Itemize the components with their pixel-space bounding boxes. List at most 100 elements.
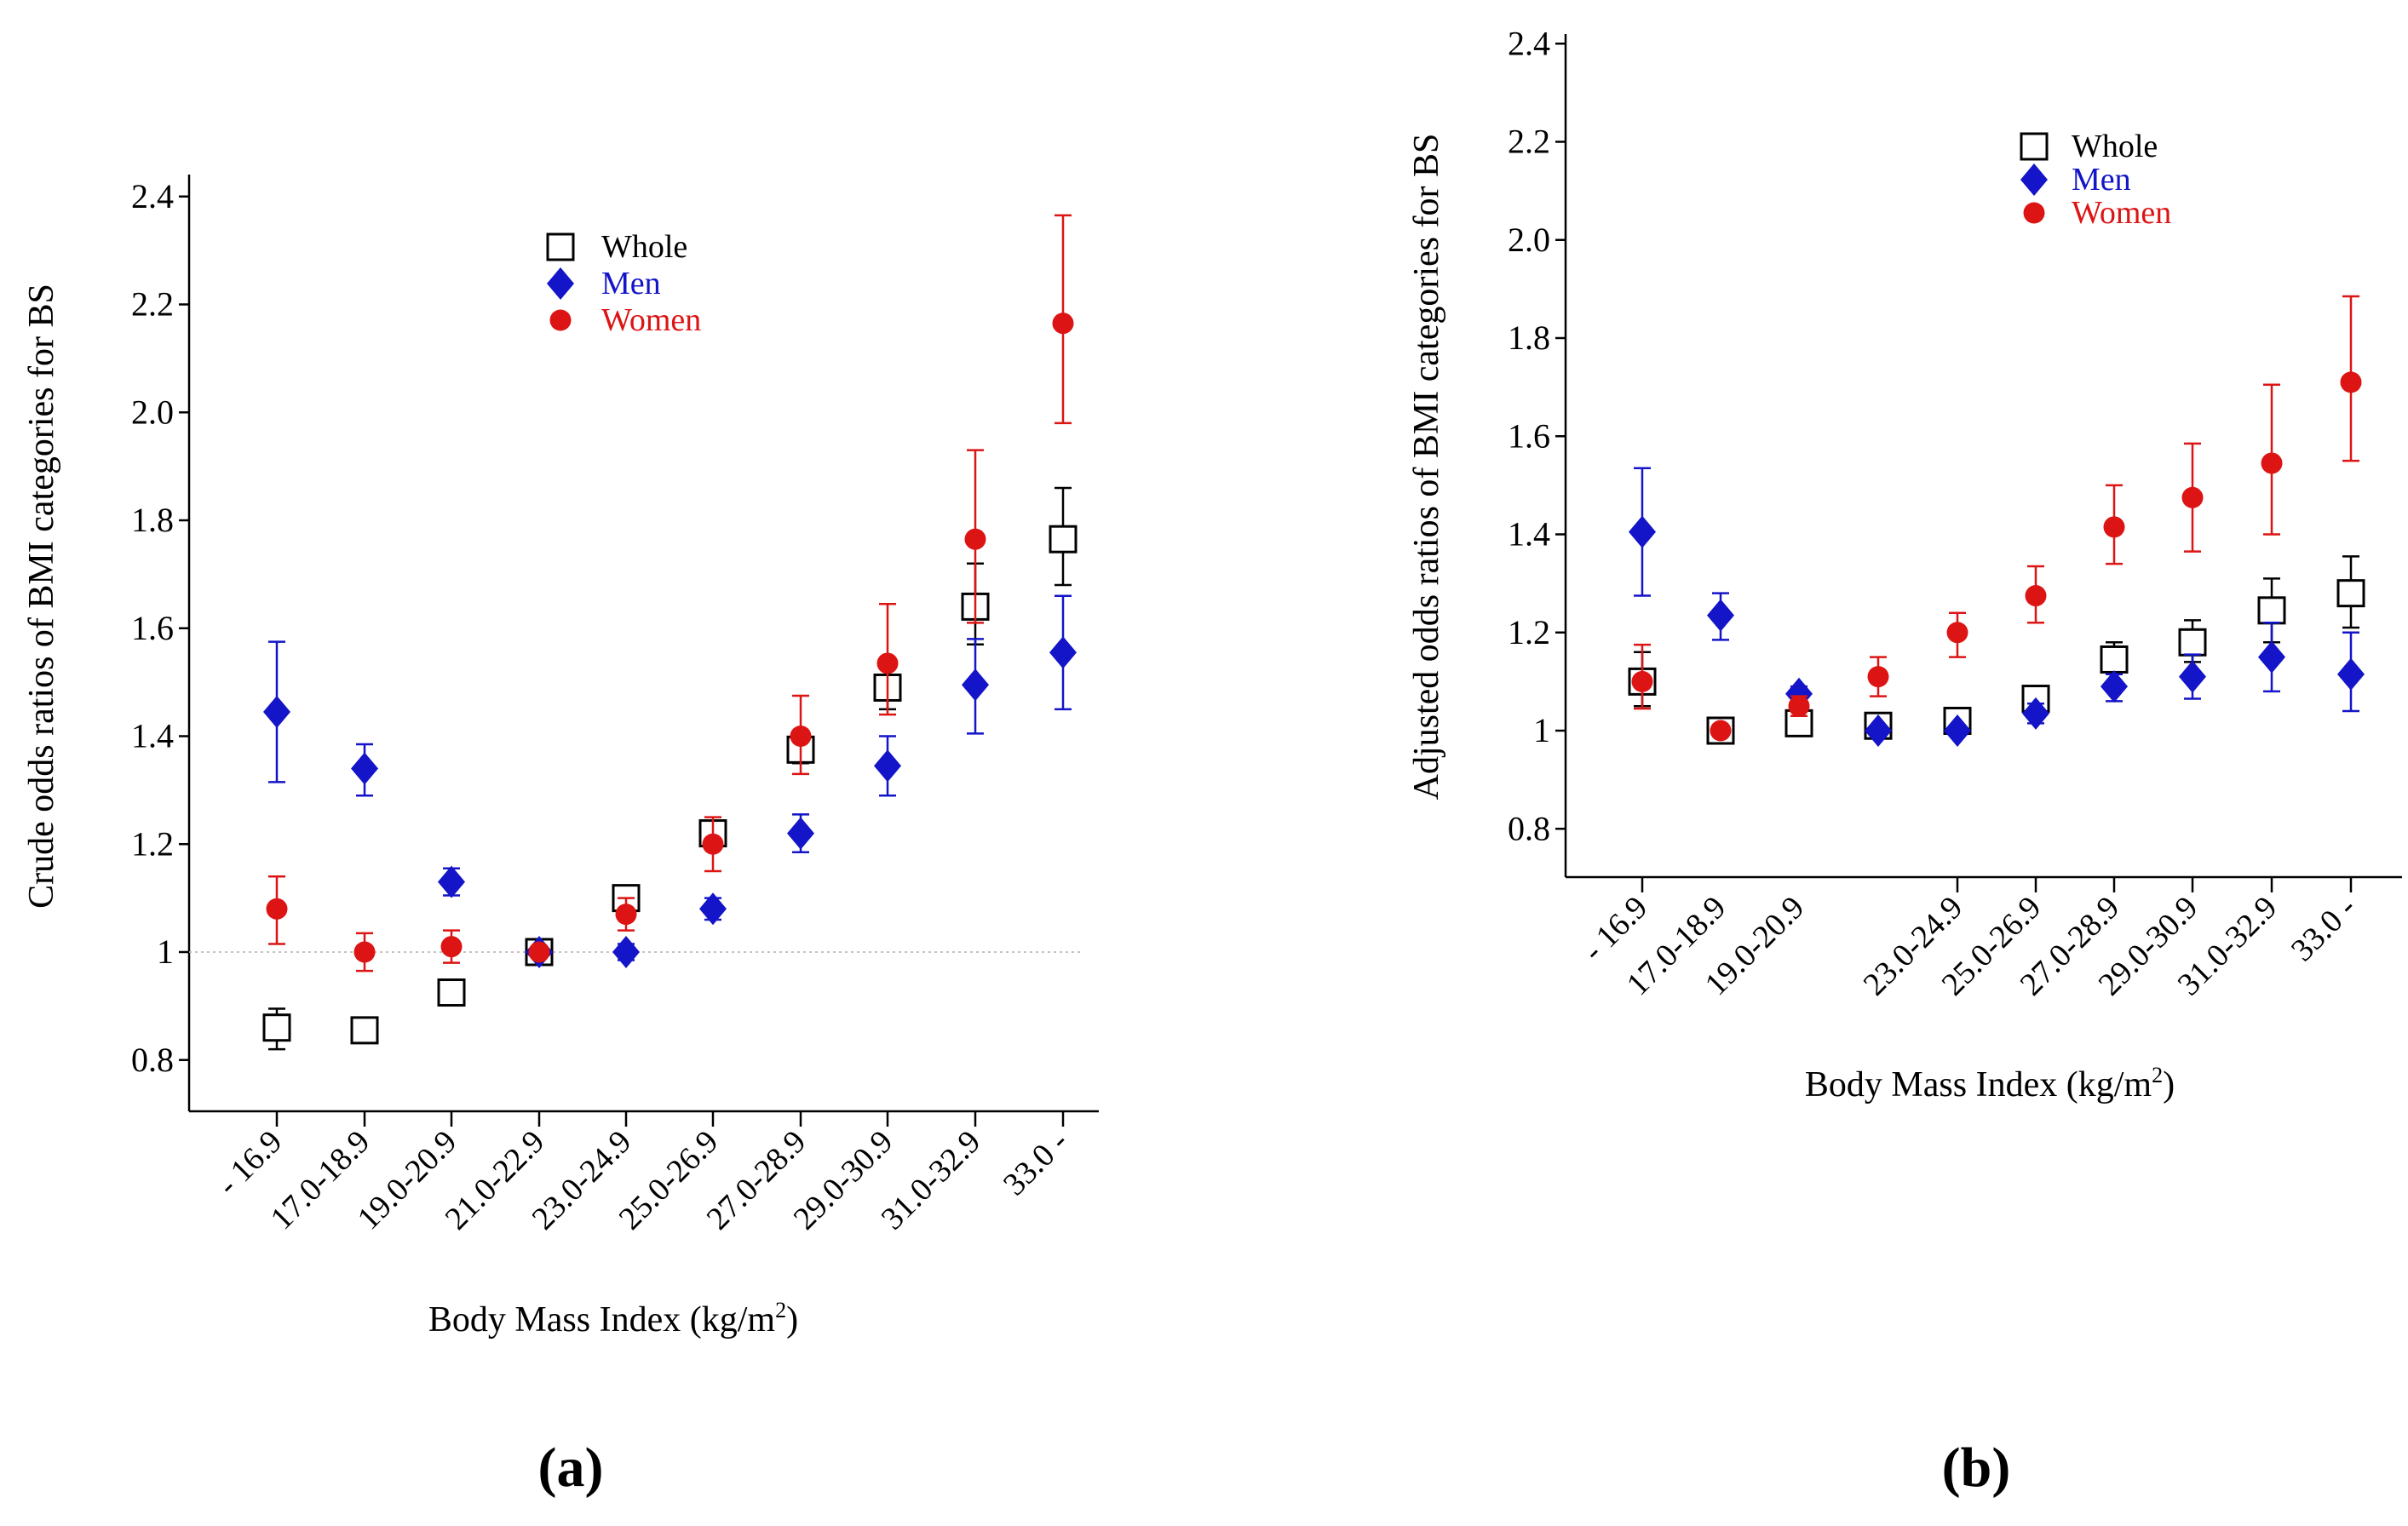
legend-marker-whole: [546, 232, 575, 261]
data-point-men: [612, 936, 640, 968]
data-point-women: [790, 726, 812, 747]
y-tick-label: 1.4: [1508, 515, 1550, 554]
series-men: [263, 594, 1077, 968]
data-point-women: [528, 941, 550, 963]
data-point-men: [351, 752, 378, 785]
y-tick-label: 2.0: [1508, 221, 1550, 259]
data-point-men: [787, 817, 814, 850]
data-point-men: [2337, 657, 2365, 691]
panel-b-chart: 0.811.21.41.61.82.02.22.4- 16.917.0-18.9…: [1407, 24, 2402, 1499]
data-point-whole: [2336, 579, 2365, 608]
series-whole: [262, 486, 1078, 1051]
y-tick-label: 1.8: [1508, 318, 1550, 357]
data-point-whole: [437, 978, 466, 1007]
data-point-men: [1629, 515, 1656, 548]
y-tick-label: 0.8: [131, 1041, 174, 1079]
y-tick-label: 1.2: [1508, 613, 1550, 651]
data-point-women: [876, 652, 899, 674]
y-tick-label: 1.8: [131, 501, 174, 539]
data-point-whole: [2257, 596, 2286, 625]
y-tick-label: 2.4: [131, 177, 174, 215]
y-tick-label: 1.6: [131, 609, 174, 647]
y-tick-label: 2.2: [131, 285, 174, 324]
data-point-women: [1946, 622, 1968, 644]
data-point-women: [1788, 695, 1810, 717]
data-point-women: [353, 941, 376, 963]
legend-marker-women: [2023, 202, 2045, 224]
data-point-whole: [262, 1013, 291, 1042]
data-point-men: [263, 695, 290, 728]
x-tick-label: 33.0 -: [997, 1124, 1075, 1202]
data-point-women: [1867, 666, 1889, 688]
x-tick-label: - 16.9: [210, 1124, 289, 1202]
data-point-men: [2179, 660, 2206, 693]
series-women: [1631, 295, 2362, 742]
data-point-women: [2025, 585, 2047, 607]
x-axis-label: Body Mass Index (kg/m2): [1805, 1063, 2175, 1104]
data-point-women: [2181, 486, 2204, 508]
data-point-women: [2261, 452, 2283, 474]
data-point-men: [1049, 636, 1077, 669]
y-axis-label: Crude odds ratios of BMI categories for …: [22, 284, 61, 909]
panel-label: (a): [538, 1437, 604, 1499]
x-axis-label: Body Mass Index (kg/m2): [428, 1298, 798, 1340]
y-tick-label: 2.2: [1508, 123, 1550, 161]
y-tick-label: 1: [1533, 711, 1550, 749]
series-whole: [1628, 555, 2365, 745]
y-axis-label: Adjusted odds ratios of BMI categories f…: [1407, 134, 1446, 800]
x-axis-label-main: Body Mass Index (kg/m: [1805, 1065, 2152, 1104]
data-point-women: [266, 898, 288, 920]
data-point-whole: [1049, 525, 1078, 554]
y-tick-label: 1: [157, 932, 174, 971]
data-point-men: [874, 749, 901, 783]
panel-a-chart: 0.811.21.41.61.82.02.22.4- 16.917.0-18.9…: [22, 175, 1099, 1499]
panel-label: (b): [1942, 1437, 2011, 1499]
data-point-women: [1631, 670, 1653, 692]
x-axis-label-close: ): [786, 1300, 798, 1340]
data-point-women: [615, 904, 637, 926]
x-tick-label: 33.0 -: [2284, 890, 2363, 968]
y-tick-label: 1.4: [131, 717, 174, 755]
legend-marker-men: [2020, 164, 2048, 196]
data-point-women: [964, 528, 986, 550]
x-axis-label-main: Body Mass Index (kg/m: [428, 1300, 775, 1340]
y-tick-label: 1.2: [131, 824, 174, 863]
y-tick-label: 0.8: [1508, 809, 1550, 847]
data-point-men: [699, 892, 727, 926]
legend-label-whole: Whole: [2072, 129, 2158, 164]
data-point-men: [2022, 697, 2049, 730]
data-point-whole: [350, 1016, 379, 1045]
series-women: [266, 214, 1074, 972]
data-point-men: [438, 865, 465, 898]
data-point-men: [2101, 670, 2128, 703]
data-point-men: [962, 668, 989, 702]
data-point-women: [702, 833, 724, 855]
data-point-men: [1944, 714, 1971, 747]
legend-marker-women: [549, 309, 572, 331]
y-tick-label: 1.6: [1508, 416, 1550, 455]
data-point-women: [1710, 720, 1732, 742]
data-point-whole: [2100, 645, 2129, 674]
legend-label-whole: Whole: [601, 229, 687, 265]
data-point-women: [440, 936, 463, 958]
data-point-women: [2340, 371, 2362, 393]
legend-marker-whole: [2020, 132, 2049, 161]
legend-label-men: Men: [601, 266, 661, 301]
legend-label-women: Women: [601, 302, 701, 338]
data-point-men: [1707, 599, 1734, 632]
data-point-women: [2103, 516, 2125, 538]
data-point-whole: [2178, 628, 2207, 657]
series-men: [1629, 467, 2365, 747]
x-tick-label: 31.0-32.9: [875, 1124, 988, 1237]
data-point-women: [1052, 313, 1074, 335]
x-axis-label-close: ): [2163, 1065, 2175, 1104]
x-axis-label-superscript: 2: [775, 1298, 786, 1322]
y-tick-label: 2.0: [131, 393, 174, 431]
legend-label-men: Men: [2072, 162, 2131, 198]
legend-marker-men: [547, 267, 574, 300]
y-tick-label: 2.4: [1508, 24, 1550, 62]
legend-label-women: Women: [2072, 195, 2171, 231]
